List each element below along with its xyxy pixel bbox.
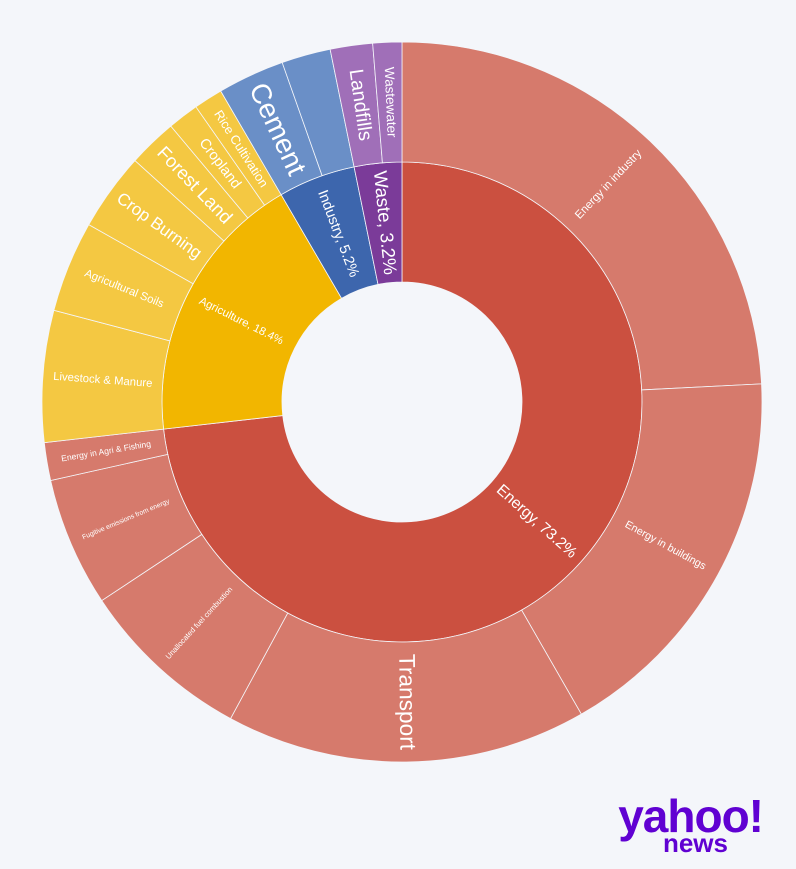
outer-segment — [230, 609, 582, 763]
outer-label: Wastewater — [382, 67, 400, 139]
outer-segment — [401, 41, 762, 391]
outer-segment — [521, 383, 763, 715]
logo-section: news — [663, 828, 728, 858]
outer-label: Transport — [394, 654, 421, 751]
logo-brand: yahoo! — [618, 790, 763, 842]
outer-segment — [372, 41, 403, 164]
